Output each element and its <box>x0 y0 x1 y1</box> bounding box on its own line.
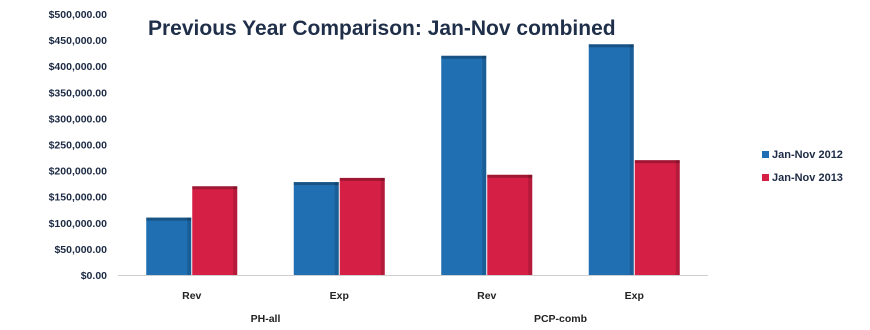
bar-top-edge <box>487 174 533 178</box>
y-tick-label: $0.00 <box>81 270 107 282</box>
legend-swatch <box>762 151 769 158</box>
bars <box>146 44 680 276</box>
bar-top-edge <box>339 177 385 181</box>
bar-side-shade <box>528 174 533 275</box>
bar <box>293 182 339 275</box>
bar-body <box>588 44 634 275</box>
y-tick-label: $250,000.00 <box>49 140 108 152</box>
bar <box>146 217 192 275</box>
legend-label: Jan-Nov 2012 <box>772 149 843 161</box>
bar <box>588 44 634 275</box>
legend-swatch <box>762 174 769 181</box>
bar-side-shade <box>629 44 634 275</box>
bar-body <box>293 182 339 275</box>
y-axis-tick-labels: $0.00 $50,000.00 $100,000.00 $150,000.00 $20… <box>49 9 108 282</box>
bar <box>634 160 680 275</box>
legend-item: Jan-Nov 2012 <box>762 149 843 161</box>
y-tick-label: $400,000.00 <box>49 61 108 73</box>
bar-top-edge <box>192 186 238 190</box>
x-group-label: PH-all <box>251 313 281 325</box>
bar-top-edge <box>146 217 192 221</box>
bar-top-edge <box>588 44 634 48</box>
y-tick-label: $350,000.00 <box>49 87 108 99</box>
x-axis-group-labels: PH-all PCP-comb <box>251 313 587 325</box>
x-category-label: Exp <box>330 290 349 302</box>
bar <box>441 55 487 276</box>
y-tick-label: $100,000.00 <box>49 218 108 230</box>
bar-side-shade <box>334 182 339 275</box>
x-category-label: Exp <box>625 290 644 302</box>
x-category-label: Rev <box>477 290 496 302</box>
bar-body <box>339 177 385 275</box>
bar <box>192 186 238 275</box>
legend: Jan-Nov 2012 Jan-Nov 2013 <box>762 149 843 184</box>
x-group-label: PCP-comb <box>534 313 587 325</box>
legend-item: Jan-Nov 2013 <box>762 172 843 184</box>
bar-body <box>441 55 487 276</box>
bar-side-shade <box>380 177 385 275</box>
y-tick-label: $450,000.00 <box>49 35 108 47</box>
chart-title: Previous Year Comparison: Jan-Nov combin… <box>148 17 616 40</box>
y-tick-label: $300,000.00 <box>49 113 108 125</box>
bar <box>339 177 385 275</box>
bar-side-shade <box>233 186 238 275</box>
bar-top-edge <box>293 182 339 186</box>
bar-side-shade <box>187 217 192 275</box>
x-axis-category-labels: Rev Exp Rev Exp <box>182 290 644 302</box>
y-tick-label: $50,000.00 <box>54 244 107 256</box>
legend-label: Jan-Nov 2013 <box>772 172 843 184</box>
bar-side-shade <box>482 55 487 276</box>
bar-body <box>146 217 192 275</box>
bar <box>487 174 533 275</box>
y-tick-label: $200,000.00 <box>49 166 108 178</box>
bar-body <box>634 160 680 275</box>
bar-side-shade <box>675 160 680 275</box>
bar-top-edge <box>441 55 487 59</box>
y-tick-label: $500,000.00 <box>49 9 108 21</box>
x-category-label: Rev <box>182 290 201 302</box>
bar-body <box>487 174 533 275</box>
bar-top-edge <box>634 160 680 164</box>
y-tick-label: $150,000.00 <box>49 192 108 204</box>
bar-body <box>192 186 238 275</box>
